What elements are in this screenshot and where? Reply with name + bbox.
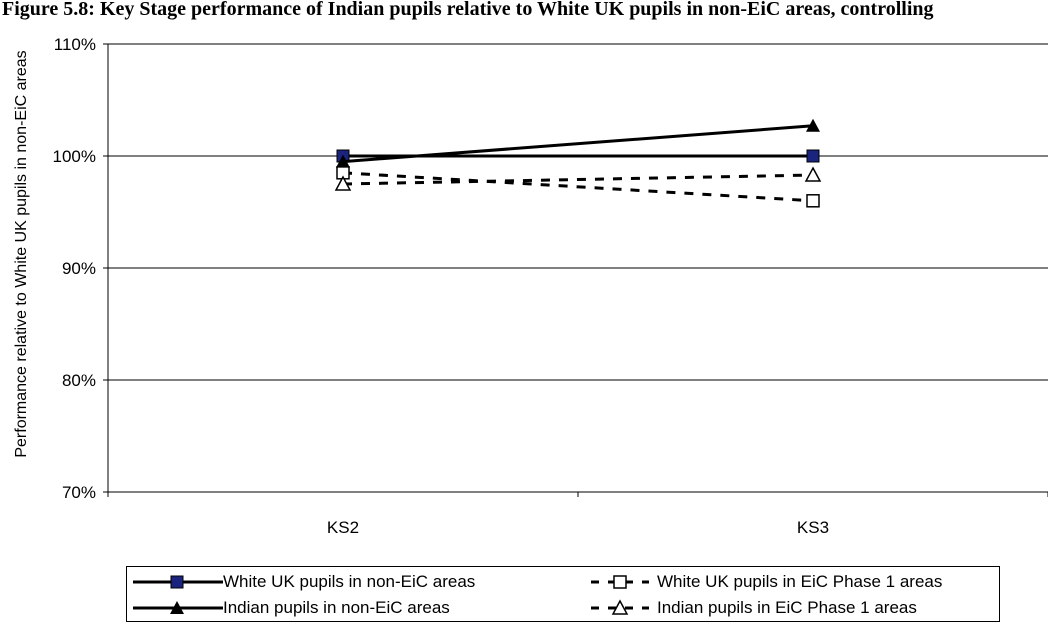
data-point xyxy=(806,149,820,163)
series-group xyxy=(334,118,822,208)
grid-lines xyxy=(108,43,1048,381)
y-tick-label: 80% xyxy=(62,371,96,390)
chart-title: Figure 5.8: Key Stage performance of Ind… xyxy=(2,0,934,20)
series-line xyxy=(342,171,814,203)
data-point xyxy=(336,154,350,168)
series-2 xyxy=(336,118,820,168)
y-axis-label: Performance relative to White UK pupils … xyxy=(13,50,30,457)
legend-item-indian-eic: Indian pupils in EiC Phase 1 areas xyxy=(589,595,917,621)
legend-label: Indian pupils in non-EiC areas xyxy=(223,598,450,617)
legend-swatch xyxy=(133,601,223,614)
series-line xyxy=(342,173,814,186)
y-tick-label: 90% xyxy=(62,259,96,278)
axes xyxy=(103,43,1048,497)
x-tick-label: KS3 xyxy=(797,518,829,537)
legend-swatch xyxy=(591,599,649,615)
y-tick-label: 110% xyxy=(54,35,96,54)
chart-legend: White UK pupils in non-EiC areas White U… xyxy=(126,566,1000,622)
legend-item-indian-non-eic: Indian pupils in non-EiC areas xyxy=(133,595,450,621)
y-tick-label: 70% xyxy=(62,483,96,502)
x-tick-labels: KS2 KS3 xyxy=(327,518,829,537)
line-chart: Figure 5.8: Key Stage performance of Ind… xyxy=(2,0,1048,537)
data-point xyxy=(334,175,352,191)
series-line xyxy=(342,124,814,164)
series-1 xyxy=(336,166,820,208)
legend-item-white-uk-eic: White UK pupils in EiC Phase 1 areas xyxy=(589,569,942,595)
legend-label: Indian pupils in EiC Phase 1 areas xyxy=(657,598,917,617)
legend-swatch xyxy=(133,575,223,589)
data-point xyxy=(806,118,820,132)
data-point xyxy=(804,166,822,182)
x-tick-label: KS2 xyxy=(327,518,359,537)
legend-label: White UK pupils in non-EiC areas xyxy=(223,572,476,591)
legend-swatch xyxy=(591,575,649,589)
y-tick-label: 100% xyxy=(53,147,96,166)
series-3 xyxy=(334,166,822,191)
legend-item-white-uk-non-eic: White UK pupils in non-EiC areas xyxy=(133,569,475,595)
legend-label: White UK pupils in EiC Phase 1 areas xyxy=(657,572,943,591)
y-tick-labels: 70% 80% 90% 100% 110% xyxy=(53,35,96,502)
data-point xyxy=(806,194,820,208)
